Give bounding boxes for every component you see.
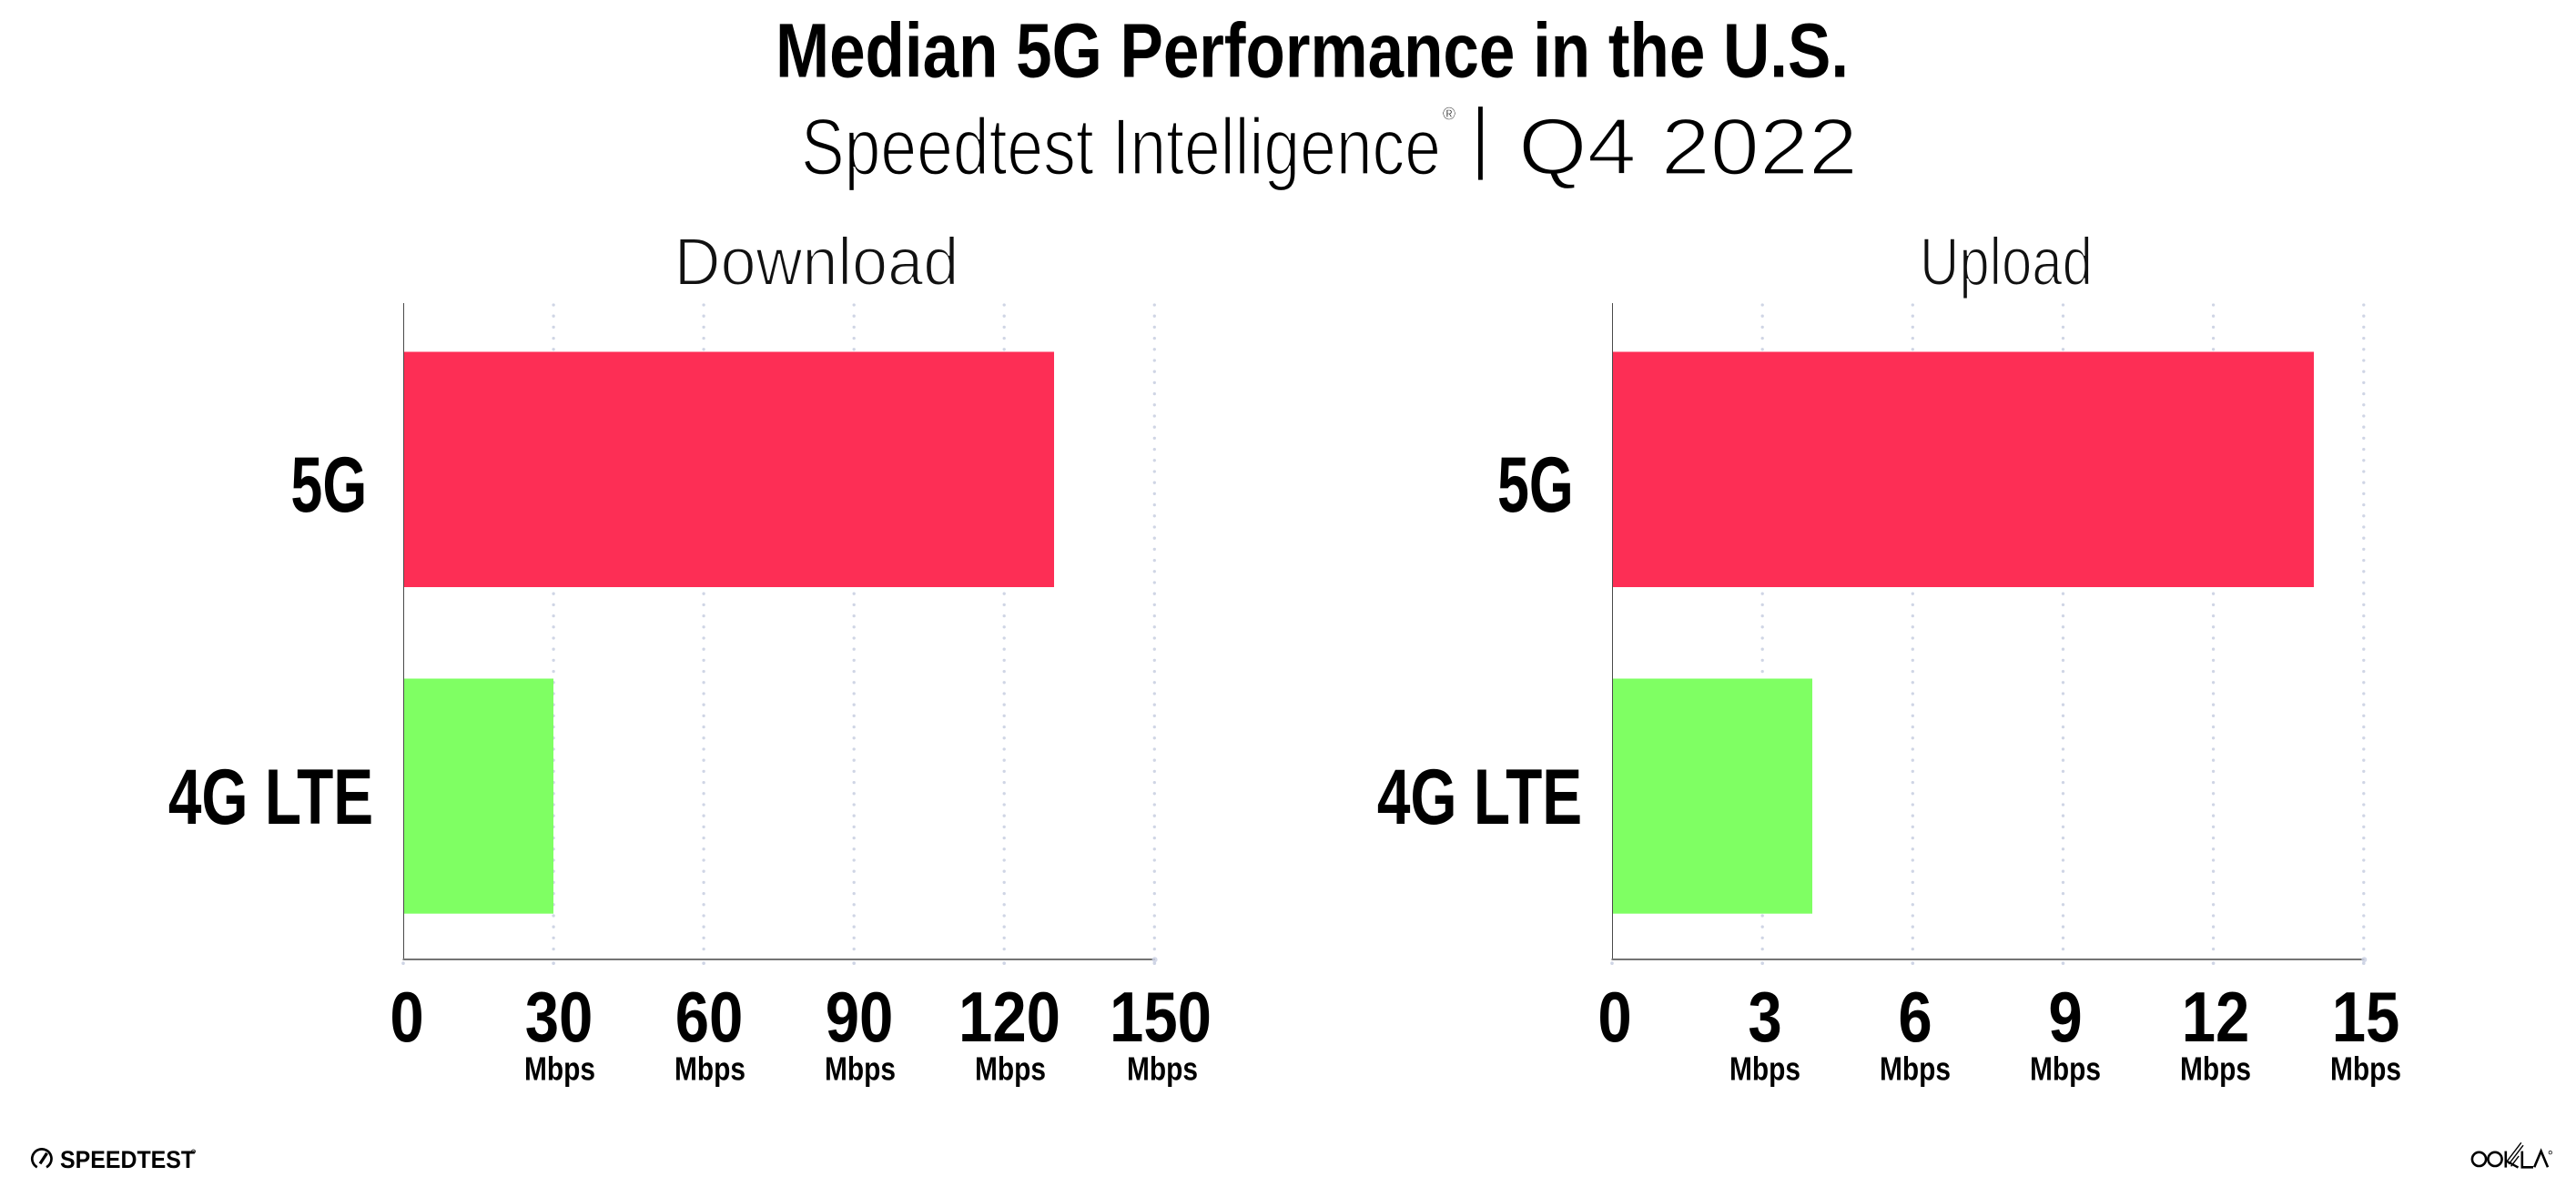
- svg-text:150: 150: [1110, 978, 1212, 1057]
- svg-text:Median 5G Performance in the U: Median 5G Performance in the U.S.: [776, 7, 1849, 94]
- svg-text:5G: 5G: [1497, 441, 1574, 528]
- svg-text:Speedtest Intelligence: Speedtest Intelligence: [801, 101, 1441, 191]
- svg-text:Mbps: Mbps: [524, 1051, 595, 1088]
- svg-text:Mbps: Mbps: [1880, 1051, 1951, 1088]
- svg-text:4G LTE: 4G LTE: [168, 755, 373, 841]
- svg-text:120: 120: [958, 978, 1060, 1057]
- svg-text:6: 6: [1898, 978, 1932, 1057]
- svg-text:60: 60: [675, 978, 744, 1057]
- svg-text:Q4 2022: Q4 2022: [1518, 102, 1858, 192]
- svg-text:®: ®: [1443, 106, 1455, 125]
- svg-text:Upload: Upload: [1920, 225, 2093, 299]
- svg-text:Mbps: Mbps: [2180, 1051, 2251, 1088]
- svg-text:Mbps: Mbps: [825, 1051, 896, 1088]
- svg-text:Mbps: Mbps: [674, 1051, 745, 1088]
- svg-text:Mbps: Mbps: [1729, 1051, 1800, 1088]
- svg-text:Download: Download: [674, 225, 959, 299]
- svg-text:Mbps: Mbps: [1127, 1051, 1198, 1088]
- svg-text:90: 90: [826, 978, 894, 1057]
- svg-text:5G: 5G: [290, 441, 367, 528]
- svg-text:Mbps: Mbps: [2030, 1051, 2101, 1088]
- svg-text:|: |: [1470, 91, 1491, 181]
- svg-text:Mbps: Mbps: [2330, 1051, 2401, 1088]
- svg-text:15: 15: [2332, 978, 2400, 1057]
- svg-text:0: 0: [390, 978, 423, 1057]
- svg-text:30: 30: [525, 978, 593, 1057]
- svg-text:Mbps: Mbps: [975, 1051, 1046, 1088]
- svg-text:12: 12: [2182, 978, 2250, 1057]
- svg-text:4G LTE: 4G LTE: [1377, 755, 1582, 841]
- svg-text:SPEEDTEST: SPEEDTEST: [60, 1145, 195, 1173]
- svg-text:3: 3: [1748, 978, 1781, 1057]
- svg-text:9: 9: [2048, 978, 2082, 1057]
- svg-text:0: 0: [1597, 978, 1631, 1057]
